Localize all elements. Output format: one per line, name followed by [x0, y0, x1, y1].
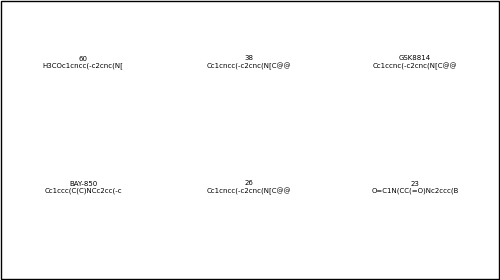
Text: GSK8814
Cc1ccnc(-c2cnc(N[C@@: GSK8814 Cc1ccnc(-c2cnc(N[C@@ — [373, 55, 457, 70]
Text: 26
Cc1cncc(-c2cnc(N[C@@: 26 Cc1cncc(-c2cnc(N[C@@ — [207, 180, 291, 195]
Text: 38
Cc1cncc(-c2cnc(N[C@@: 38 Cc1cncc(-c2cnc(N[C@@ — [207, 55, 291, 70]
Text: BAY-850
Cc1ccc(C(C)NCc2cc(-c: BAY-850 Cc1ccc(C(C)NCc2cc(-c — [44, 181, 122, 194]
Text: 60
H3COc1cncc(-c2cnc(N[: 60 H3COc1cncc(-c2cnc(N[ — [42, 56, 123, 69]
Text: 23
O=C1N(CC(=O)Nc2ccc(B: 23 O=C1N(CC(=O)Nc2ccc(B — [372, 181, 458, 194]
